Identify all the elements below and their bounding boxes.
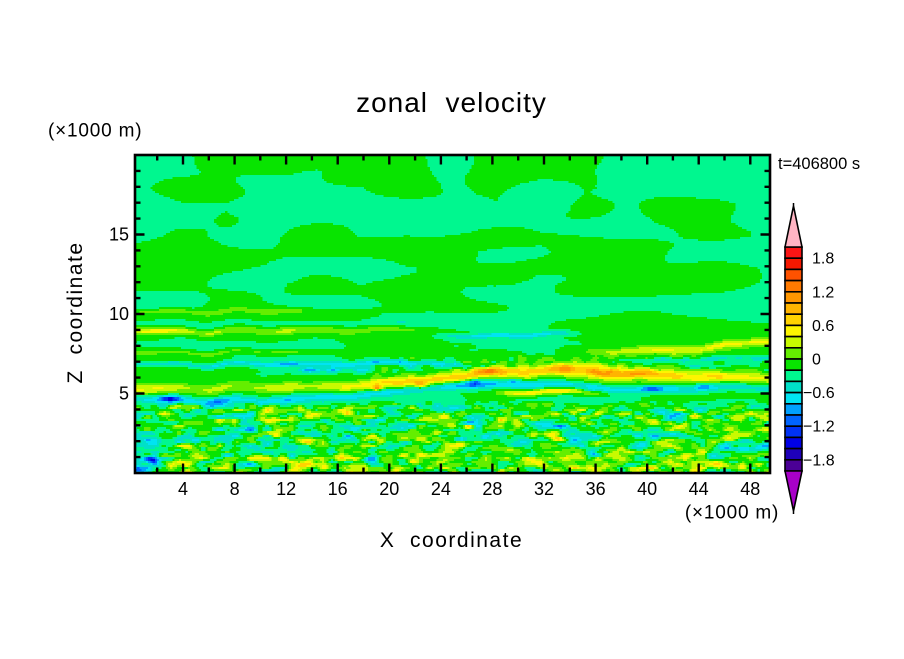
svg-text:(×1000 m): (×1000 m) [48, 121, 142, 142]
svg-text:36: 36 [586, 479, 606, 499]
svg-text:10: 10 [109, 304, 129, 324]
svg-text:32: 32 [534, 479, 554, 499]
svg-text:1.2: 1.2 [812, 284, 834, 301]
svg-text:24: 24 [431, 479, 451, 499]
svg-text:zonal velocity: zonal velocity [356, 87, 547, 118]
svg-text:Z coordinate: Z coordinate [64, 241, 87, 383]
svg-text:−1.8: −1.8 [803, 452, 835, 469]
svg-text:28: 28 [482, 479, 502, 499]
svg-text:20: 20 [379, 479, 399, 499]
svg-text:48: 48 [740, 479, 760, 499]
svg-text:5: 5 [119, 384, 129, 404]
svg-text:12: 12 [276, 479, 296, 499]
svg-text:8: 8 [230, 479, 240, 499]
svg-text:16: 16 [328, 479, 348, 499]
svg-text:(×1000 m): (×1000 m) [685, 503, 779, 524]
svg-text:44: 44 [689, 479, 709, 499]
svg-text:1.8: 1.8 [812, 251, 834, 268]
svg-text:−0.6: −0.6 [803, 385, 835, 402]
svg-text:15: 15 [109, 225, 129, 245]
svg-text:0.6: 0.6 [812, 318, 834, 335]
svg-text:X coordinate: X coordinate [380, 529, 523, 552]
svg-text:−1.2: −1.2 [803, 419, 835, 436]
svg-text:0: 0 [812, 352, 821, 369]
svg-text:40: 40 [637, 479, 657, 499]
svg-text:t=406800 s: t=406800 s [778, 155, 860, 173]
svg-text:4: 4 [178, 479, 188, 499]
